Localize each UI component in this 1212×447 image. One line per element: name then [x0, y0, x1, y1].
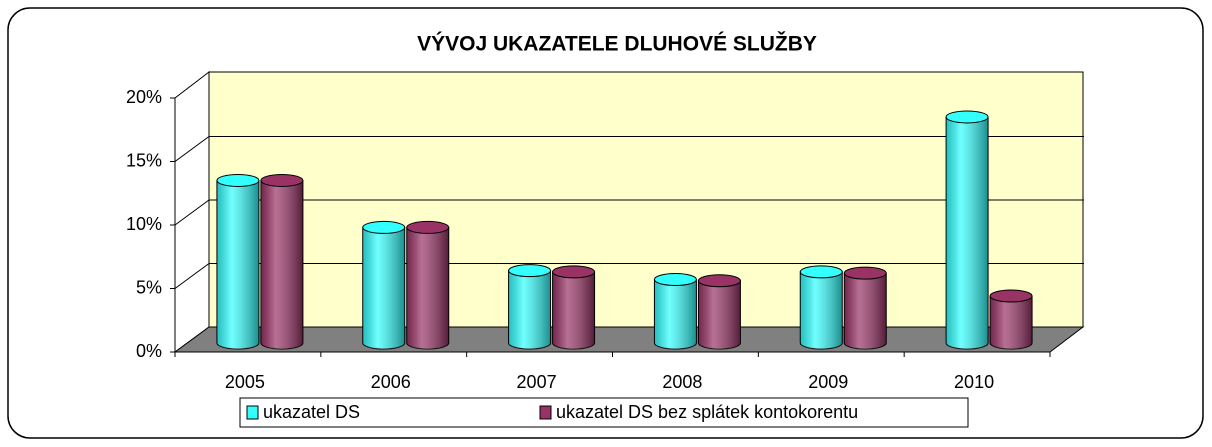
bar-top [945, 110, 989, 124]
bar-top [406, 220, 450, 234]
x-tick-label: 2005 [225, 372, 265, 392]
y-tick-label: 0% [136, 341, 162, 361]
bar-shade [800, 271, 843, 349]
bar-shade [260, 180, 303, 349]
bar-top [799, 265, 843, 279]
bar-top [989, 289, 1033, 303]
legend-label: ukazatel DS [263, 402, 360, 422]
y-tick-label: 5% [136, 277, 162, 297]
x-tick-label: 2007 [517, 372, 557, 392]
legend-swatch [539, 405, 552, 420]
bar-shade [698, 280, 741, 349]
bar-top [552, 265, 596, 279]
bar-top [508, 264, 552, 278]
grid-line [174, 263, 1084, 289]
y-tick-label: 10% [126, 214, 162, 234]
bar-shade [362, 227, 405, 349]
chart-title: VÝVOJ UKAZATELE DLUHOVÉ SLUŽBY [417, 32, 817, 56]
bar-shade [216, 180, 259, 349]
grid-line [174, 199, 1084, 226]
bar-shade [654, 279, 697, 349]
bar-top [843, 266, 887, 280]
bar-top [697, 274, 741, 288]
legend [239, 397, 969, 428]
y-tick-label: 20% [126, 87, 162, 107]
grid-line [174, 136, 1084, 162]
legend-label: ukazatel DS bez splátek kontokorentu [556, 402, 858, 422]
x-tick-label: 2008 [662, 372, 702, 392]
bar-top [653, 273, 697, 286]
y-tick-label: 15% [126, 150, 162, 170]
bar-shade [552, 271, 595, 349]
bar-top [260, 173, 304, 187]
bar-top [216, 173, 260, 187]
bar-shade [990, 296, 1033, 350]
bar-shade [406, 227, 449, 349]
bar-top [362, 220, 406, 234]
legend-swatch [246, 405, 259, 420]
x-tick-label: 2010 [954, 372, 994, 392]
x-tick-label: 2006 [371, 372, 411, 392]
bar-shade [508, 270, 551, 349]
bar-shade [946, 116, 989, 349]
x-tick-label: 2009 [808, 372, 848, 392]
bar-shade [844, 273, 887, 349]
